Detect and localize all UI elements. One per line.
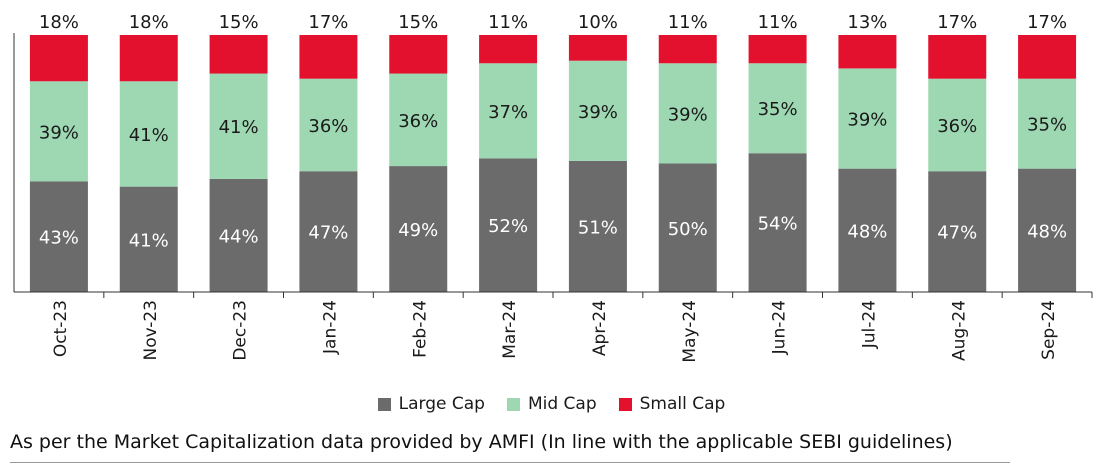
legend-item-large-cap: Large Cap — [377, 394, 485, 414]
x-tick-label-sep-24: Sep-24 — [1039, 300, 1059, 360]
data-label-small-cap-jun-24: 11% — [758, 12, 798, 33]
bar-large-cap-nov-23 — [119, 186, 178, 292]
bar-small-cap-oct-23 — [29, 35, 88, 82]
data-label-mid-cap-aug-24: 36% — [937, 116, 977, 137]
data-label-small-cap-aug-24: 17% — [937, 12, 977, 33]
stacked-bar-chart: 43% 39% 18% Oct-23 41% 41% 18% Nov-23 44% 41% 15% D… — [13, 12, 1093, 363]
data-label-large-cap-aug-24: 47% — [937, 223, 977, 244]
legend-swatch-small-cap — [618, 397, 632, 411]
x-tick-label-jun-24: Jun-24 — [770, 300, 790, 355]
bar-small-cap-aug-24 — [928, 35, 987, 79]
data-label-mid-cap-dec-23: 41% — [219, 117, 259, 138]
data-label-mid-cap-jul-24: 39% — [847, 110, 887, 131]
bar-large-cap-feb-24 — [389, 166, 448, 292]
data-label-mid-cap-feb-24: 36% — [398, 111, 438, 132]
data-label-small-cap-feb-24: 15% — [398, 12, 438, 33]
data-label-large-cap-jan-24: 47% — [308, 223, 348, 244]
data-label-mid-cap-oct-23: 39% — [39, 122, 79, 143]
bar-small-cap-mar-24 — [479, 35, 538, 64]
legend-item-small-cap: Small Cap — [618, 394, 726, 414]
x-tick-label-jan-24: Jan-24 — [320, 300, 340, 355]
data-label-small-cap-jan-24: 17% — [308, 12, 348, 33]
data-label-large-cap-may-24: 50% — [668, 219, 708, 240]
bar-small-cap-dec-23 — [209, 35, 268, 74]
divider — [10, 462, 1010, 463]
bar-large-cap-apr-24 — [568, 160, 627, 292]
data-label-small-cap-mar-24: 11% — [488, 12, 528, 33]
bar-mid-cap-dec-23 — [209, 73, 268, 179]
bar-mid-cap-mar-24 — [479, 63, 538, 159]
x-tick-label-oct-23: Oct-23 — [51, 300, 71, 357]
legend: Large Cap Mid Cap Small Cap — [0, 394, 1103, 414]
x-tick-label-may-24: May-24 — [680, 300, 700, 363]
data-label-mid-cap-nov-23: 41% — [129, 125, 169, 146]
data-label-large-cap-dec-23: 44% — [219, 226, 259, 247]
bar-small-cap-feb-24 — [389, 35, 448, 74]
data-label-mid-cap-may-24: 39% — [668, 104, 708, 125]
x-tick-label-aug-24: Aug-24 — [949, 300, 969, 361]
x-tick-label-apr-24: Apr-24 — [590, 300, 610, 356]
bar-mid-cap-may-24 — [658, 63, 717, 164]
data-label-mid-cap-sep-24: 35% — [1027, 115, 1067, 136]
bar-mid-cap-aug-24 — [928, 78, 987, 172]
data-label-small-cap-jul-24: 13% — [847, 12, 887, 33]
bar-large-cap-jun-24 — [748, 153, 807, 292]
bar-large-cap-sep-24 — [1018, 168, 1077, 292]
footnote: As per the Market Capitalization data pr… — [10, 431, 953, 453]
data-label-mid-cap-apr-24: 39% — [578, 102, 618, 123]
bar-mid-cap-feb-24 — [389, 73, 448, 167]
bar-mid-cap-jul-24 — [838, 68, 897, 169]
data-label-large-cap-feb-24: 49% — [398, 220, 438, 241]
bar-large-cap-aug-24 — [928, 171, 987, 292]
bar-small-cap-jun-24 — [748, 35, 807, 64]
x-tick-label-mar-24: Mar-24 — [500, 300, 520, 359]
bar-large-cap-may-24 — [658, 163, 717, 292]
bar-mid-cap-apr-24 — [568, 60, 627, 161]
data-label-mid-cap-jan-24: 36% — [308, 116, 348, 137]
bar-small-cap-apr-24 — [568, 35, 627, 61]
bar-large-cap-jul-24 — [838, 168, 897, 292]
data-label-large-cap-apr-24: 51% — [578, 217, 618, 238]
x-tick-label-jul-24: Jul-24 — [859, 300, 879, 349]
bar-small-cap-may-24 — [658, 35, 717, 64]
legend-label-large-cap: Large Cap — [398, 394, 485, 414]
data-label-large-cap-jun-24: 54% — [758, 214, 798, 235]
data-label-large-cap-sep-24: 48% — [1027, 221, 1067, 242]
data-label-small-cap-may-24: 11% — [668, 12, 708, 33]
bar-small-cap-sep-24 — [1018, 35, 1077, 79]
data-label-small-cap-dec-23: 15% — [219, 12, 259, 33]
bar-large-cap-dec-23 — [209, 178, 268, 292]
bar-mid-cap-sep-24 — [1018, 78, 1077, 169]
data-label-mid-cap-mar-24: 37% — [488, 102, 528, 123]
bar-large-cap-jan-24 — [299, 171, 358, 292]
legend-swatch-mid-cap — [506, 397, 520, 411]
data-label-large-cap-jul-24: 48% — [847, 221, 887, 242]
bar-mid-cap-jun-24 — [748, 63, 807, 154]
legend-label-small-cap: Small Cap — [639, 394, 726, 414]
bar-mid-cap-jan-24 — [299, 78, 358, 172]
x-tick-label-nov-23: Nov-23 — [141, 300, 161, 361]
data-label-large-cap-nov-23: 41% — [129, 230, 169, 251]
legend-item-mid-cap: Mid Cap — [506, 394, 597, 414]
data-label-large-cap-mar-24: 52% — [488, 216, 528, 237]
bar-large-cap-oct-23 — [29, 181, 88, 292]
data-label-small-cap-oct-23: 18% — [39, 12, 79, 33]
data-label-small-cap-sep-24: 17% — [1027, 12, 1067, 33]
bar-large-cap-mar-24 — [479, 158, 538, 292]
legend-label-mid-cap: Mid Cap — [527, 394, 597, 414]
x-tick-label-feb-24: Feb-24 — [410, 300, 430, 358]
x-tick-label-dec-23: Dec-23 — [231, 300, 251, 361]
bar-small-cap-jan-24 — [299, 35, 358, 79]
data-label-mid-cap-jun-24: 35% — [758, 99, 798, 120]
data-label-large-cap-oct-23: 43% — [39, 228, 79, 249]
bar-small-cap-nov-23 — [119, 35, 178, 82]
legend-swatch-large-cap — [377, 397, 391, 411]
data-label-small-cap-nov-23: 18% — [129, 12, 169, 33]
bar-mid-cap-oct-23 — [29, 81, 88, 182]
bar-mid-cap-nov-23 — [119, 81, 178, 187]
bar-small-cap-jul-24 — [838, 35, 897, 69]
data-label-small-cap-apr-24: 10% — [578, 12, 618, 33]
